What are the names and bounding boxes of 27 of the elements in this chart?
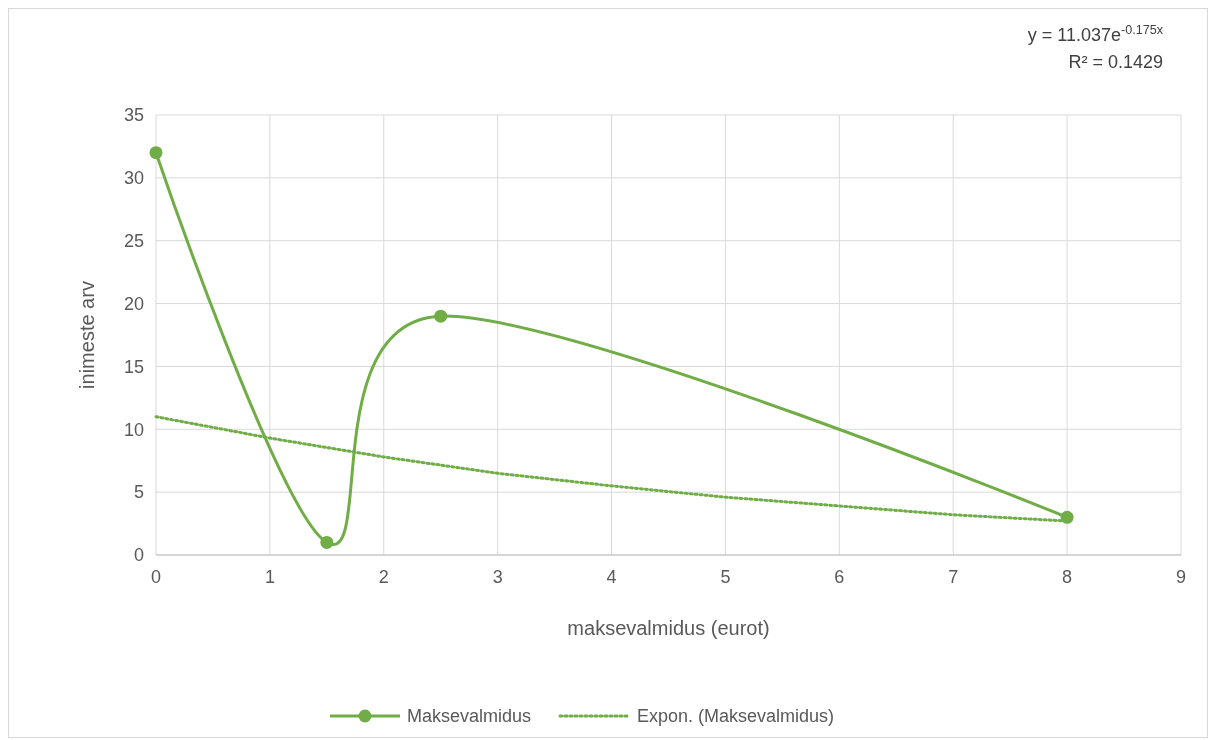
point — [149, 146, 163, 160]
x-tick-label: 2 — [378, 567, 389, 587]
y-tick-label: 0 — [133, 545, 144, 566]
x-tick-label: 6 — [834, 567, 845, 587]
y-tick-label: 10 — [123, 419, 144, 440]
legend-label: Maksevalmidus — [407, 706, 532, 727]
x-tick-label: 3 — [492, 567, 503, 587]
x-tick-label: 8 — [1062, 567, 1073, 587]
text: y = 11.037e$^{-0.175x}$ — [1027, 23, 1164, 45]
y-tick-label: 5 — [133, 482, 144, 503]
x-tick-label: 5 — [720, 567, 731, 587]
y-tick-label: 15 — [123, 356, 144, 377]
x-axis-title: maksevalmidus (eurot) — [567, 617, 770, 639]
x-tick-label: 9 — [1175, 567, 1187, 587]
y-tick-label: 25 — [123, 231, 144, 252]
y-tick-label: 20 — [123, 293, 144, 314]
x-tick-label: 0 — [150, 567, 162, 587]
x-tick-label: 7 — [948, 567, 959, 587]
point — [320, 535, 334, 549]
y-tick-label: 35 — [123, 105, 144, 126]
x-tick-label: 4 — [606, 567, 617, 587]
y-axis-title: inimeste arv — [76, 281, 98, 389]
point — [434, 309, 448, 323]
text: R² = 0.1429 — [1068, 52, 1163, 72]
x-tick-label: 1 — [264, 567, 275, 587]
legend-label: Expon. (Maksevalmidus) — [637, 706, 835, 727]
y-tick-label: 30 — [123, 168, 144, 189]
